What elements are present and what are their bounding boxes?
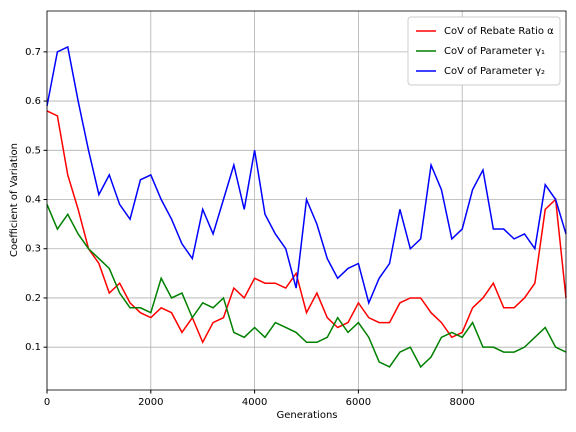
x-tick-label: 2000 <box>138 397 163 408</box>
series-line <box>46 45 567 306</box>
y-tick-label: 0.4 <box>25 195 41 206</box>
y-tick-label: 0.2 <box>25 293 41 304</box>
plot-frame <box>46 10 567 391</box>
legend-label: CoV of Rebate Ratio α <box>444 26 554 37</box>
series-line <box>46 110 567 345</box>
y-tick-label: 0.6 <box>25 96 41 107</box>
series-line <box>46 204 567 369</box>
y-tick-label: 0.5 <box>25 145 41 156</box>
y-tick-label: 0.3 <box>25 244 41 255</box>
legend-label: CoV of Parameter γ₂ <box>444 66 545 77</box>
y-axis-label: Coefficient of Variation <box>9 143 20 257</box>
y-tick-label: 0.7 <box>25 47 41 58</box>
x-tick-label: 0 <box>44 397 50 408</box>
y-tick-label: 0.1 <box>25 342 41 353</box>
x-tick-label: 6000 <box>346 397 371 408</box>
x-tick-label: 4000 <box>242 397 267 408</box>
legend-label: CoV of Parameter γ₁ <box>444 46 545 57</box>
x-axis-label: Generations <box>277 410 338 421</box>
legend-box <box>407 16 561 86</box>
x-tick-label: 8000 <box>449 397 474 408</box>
